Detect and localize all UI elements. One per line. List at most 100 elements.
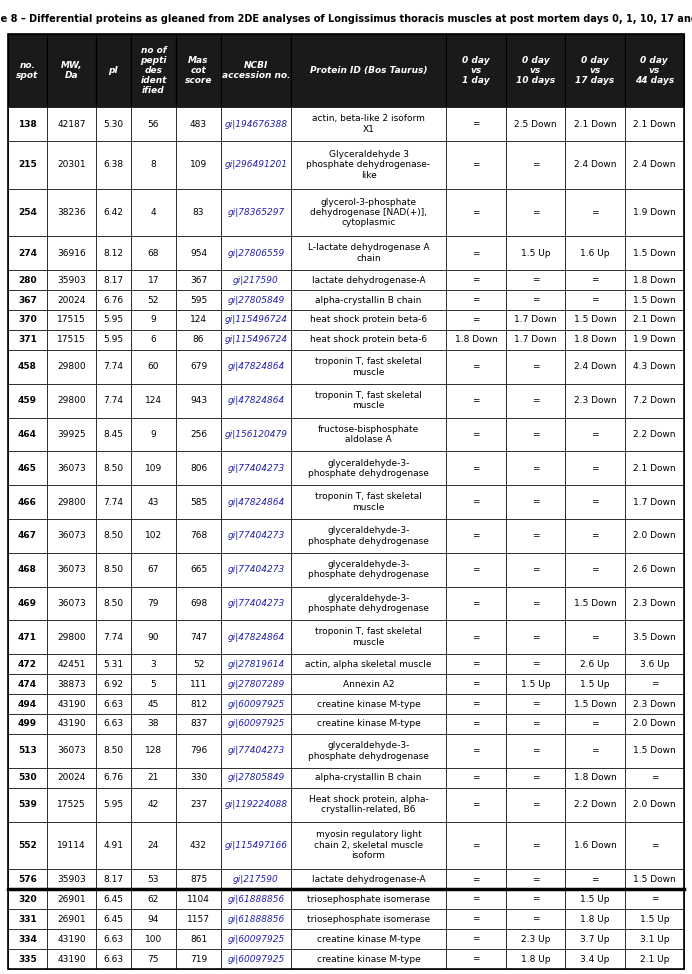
Bar: [221, 189, 291, 237]
Text: 39925: 39925: [57, 430, 86, 439]
Text: =: =: [591, 430, 599, 439]
Text: gi|119224088: gi|119224088: [224, 800, 287, 809]
Bar: [176, 929, 221, 949]
Bar: [506, 310, 565, 330]
Bar: [506, 485, 565, 519]
Bar: [221, 350, 291, 384]
Text: 483: 483: [190, 120, 207, 129]
Text: =: =: [650, 773, 658, 782]
Text: gi|47824864: gi|47824864: [227, 633, 284, 642]
Text: 7.74: 7.74: [104, 633, 123, 642]
Text: =: =: [531, 894, 539, 904]
Text: gi|60097925: gi|60097925: [227, 699, 284, 708]
Text: 1.8 Up: 1.8 Up: [521, 955, 550, 963]
Text: gi|115497166: gi|115497166: [224, 841, 287, 850]
Text: L-lactate dehydrogenase A
chain: L-lactate dehydrogenase A chain: [308, 244, 429, 263]
Bar: [565, 384, 625, 418]
Text: =: =: [473, 934, 480, 944]
Text: =: =: [473, 599, 480, 608]
Bar: [47, 384, 96, 418]
Bar: [625, 929, 684, 949]
Text: no of
pepti
des
ident
ified: no of pepti des ident ified: [140, 46, 167, 95]
Bar: [625, 107, 684, 141]
Text: 2.0 Down: 2.0 Down: [633, 531, 675, 541]
Bar: [291, 350, 446, 384]
Text: 1.8 Down: 1.8 Down: [633, 276, 675, 284]
Text: =: =: [591, 875, 599, 883]
Text: 806: 806: [190, 464, 207, 472]
Text: 7.2 Down: 7.2 Down: [633, 396, 675, 405]
Text: 6.45: 6.45: [104, 894, 123, 904]
Bar: [506, 869, 565, 889]
Bar: [8, 290, 47, 310]
Bar: [506, 418, 565, 451]
Bar: [176, 34, 221, 107]
Text: 109: 109: [190, 161, 207, 169]
Text: 17515: 17515: [57, 316, 86, 324]
Bar: [565, 586, 625, 620]
Text: =: =: [473, 659, 480, 668]
Text: 8.17: 8.17: [103, 276, 124, 284]
Text: 2.2 Down: 2.2 Down: [574, 800, 616, 809]
Bar: [446, 655, 506, 674]
Bar: [565, 949, 625, 969]
Text: heat shock protein beta-6: heat shock protein beta-6: [310, 335, 427, 345]
Text: gi|194676388: gi|194676388: [224, 120, 287, 129]
Bar: [131, 418, 176, 451]
Bar: [96, 694, 131, 714]
Bar: [291, 586, 446, 620]
Text: gi|60097925: gi|60097925: [227, 934, 284, 944]
Text: 1157: 1157: [187, 915, 210, 923]
Text: 128: 128: [145, 746, 162, 756]
Text: 29800: 29800: [57, 498, 86, 506]
Text: 1.8 Down: 1.8 Down: [455, 335, 498, 345]
Text: 8.17: 8.17: [103, 875, 124, 883]
Text: 26901: 26901: [57, 894, 86, 904]
Bar: [625, 418, 684, 451]
Text: creatine kinase M-type: creatine kinase M-type: [317, 720, 421, 729]
Text: 36073: 36073: [57, 464, 86, 472]
Text: =: =: [650, 841, 658, 850]
Text: =: =: [473, 875, 480, 883]
Text: 6.63: 6.63: [103, 720, 124, 729]
Bar: [96, 310, 131, 330]
Bar: [176, 107, 221, 141]
Text: gi|217590: gi|217590: [233, 875, 279, 883]
Text: 9: 9: [151, 316, 156, 324]
Text: =: =: [473, 773, 480, 782]
Text: Heat shock protein, alpha-
crystallin-related, B6: Heat shock protein, alpha- crystallin-re…: [309, 795, 428, 814]
Bar: [221, 694, 291, 714]
Bar: [8, 485, 47, 519]
Text: 2.1 Down: 2.1 Down: [574, 120, 616, 129]
Text: myosin regulatory light
chain 2, skeletal muscle
isoform: myosin regulatory light chain 2, skeleta…: [314, 831, 423, 860]
Bar: [446, 889, 506, 909]
Text: 812: 812: [190, 699, 207, 708]
Bar: [625, 788, 684, 821]
Bar: [291, 949, 446, 969]
Bar: [176, 768, 221, 788]
Text: =: =: [591, 720, 599, 729]
Text: =: =: [531, 720, 539, 729]
Bar: [506, 694, 565, 714]
Bar: [176, 869, 221, 889]
Bar: [131, 929, 176, 949]
Text: gi|47824864: gi|47824864: [227, 396, 284, 405]
Bar: [8, 620, 47, 655]
Text: 67: 67: [147, 565, 159, 574]
Bar: [8, 674, 47, 694]
Text: 943: 943: [190, 396, 207, 405]
Bar: [131, 586, 176, 620]
Text: 432: 432: [190, 841, 207, 850]
Bar: [96, 889, 131, 909]
Bar: [131, 107, 176, 141]
Text: 719: 719: [190, 955, 207, 963]
Bar: [131, 189, 176, 237]
Text: 768: 768: [190, 531, 207, 541]
Text: =: =: [591, 531, 599, 541]
Bar: [446, 949, 506, 969]
Bar: [221, 949, 291, 969]
Text: 467: 467: [18, 531, 37, 541]
Bar: [176, 141, 221, 189]
Text: =: =: [473, 915, 480, 923]
Text: 26901: 26901: [57, 915, 86, 923]
